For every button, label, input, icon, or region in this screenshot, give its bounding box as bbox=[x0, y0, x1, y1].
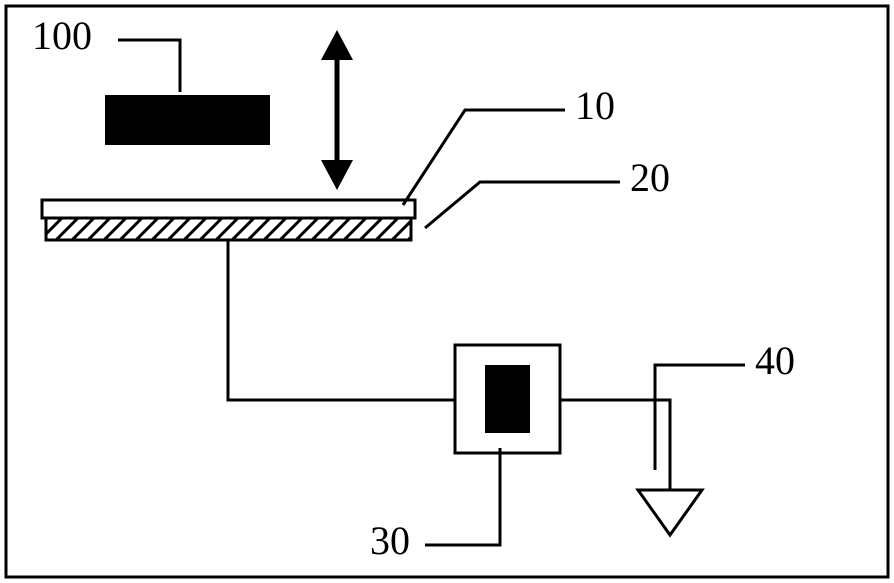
box-30 bbox=[455, 345, 560, 453]
label-forty: 40 bbox=[755, 338, 795, 383]
label-top: 100 bbox=[32, 13, 92, 58]
block-100 bbox=[105, 95, 270, 145]
ground-triangle-40 bbox=[638, 490, 702, 535]
label-twenty: 20 bbox=[630, 155, 670, 200]
layer-20 bbox=[24, 218, 446, 240]
motion-arrow bbox=[321, 30, 353, 190]
layer-10 bbox=[42, 200, 415, 218]
label-thirty: 30 bbox=[370, 518, 410, 563]
wiring bbox=[228, 240, 670, 490]
label-ten: 10 bbox=[575, 83, 615, 128]
